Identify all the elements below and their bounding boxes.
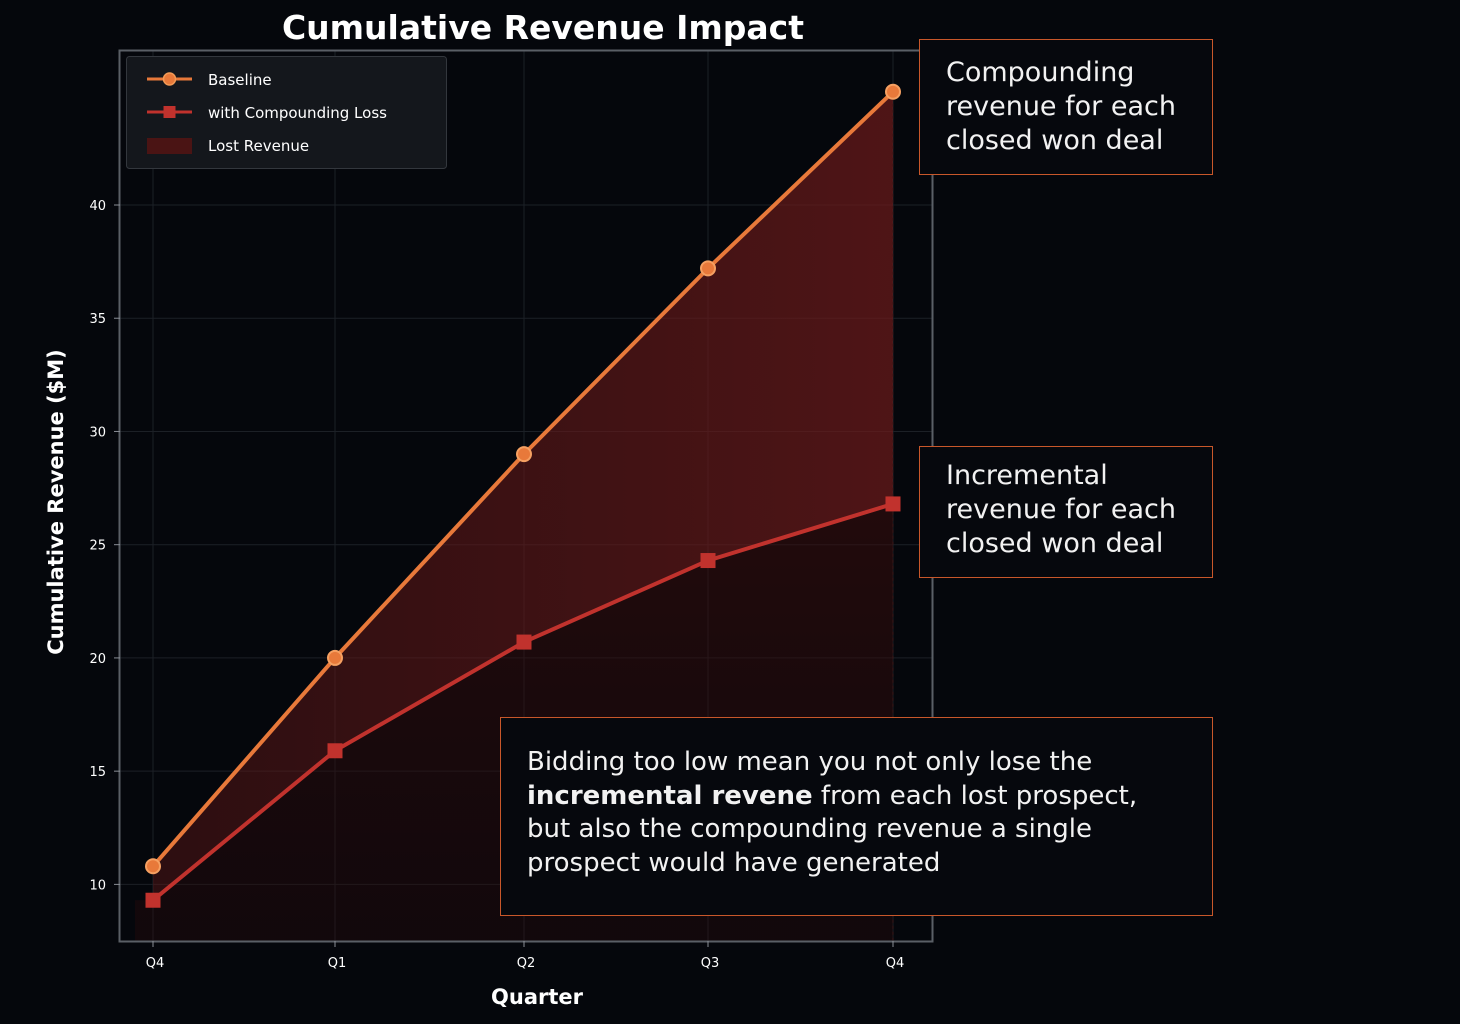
- x-tick-label: Q3: [701, 956, 720, 971]
- compounding-loss-point: [327, 743, 343, 759]
- baseline-point: [327, 649, 343, 666]
- baseline-point: [516, 446, 532, 463]
- series-layer: [145, 83, 901, 908]
- callout-bidding-text-pre: Bidding too low mean you not only lose t…: [527, 747, 1093, 777]
- y-axis-label: Cumulative Revenue ($M): [44, 349, 68, 655]
- baseline-point: [145, 858, 161, 875]
- legend-lost-swatch: [147, 138, 192, 154]
- lost-revenue-area: [153, 91, 893, 901]
- y-tick-label: 30: [89, 425, 106, 440]
- legend-loss-label: with Compounding Loss: [208, 104, 387, 122]
- callout-bidding-text-post: from each lost prospect, but also the co…: [527, 780, 1138, 878]
- callout-bidding: Bidding too low mean you not only lose t…: [500, 717, 1213, 916]
- x-tick-label: Q4: [886, 956, 905, 971]
- callout-compounding: Compounding revenue for each closed won …: [919, 39, 1213, 175]
- callout-bidding-text-bold: incremental revene: [527, 780, 813, 811]
- legend-loss-marker: [163, 106, 176, 118]
- legend: Baseline with Compounding Loss Lost Reve…: [126, 56, 447, 169]
- y-tick-label: 40: [89, 199, 106, 214]
- compounding-loss-point: [700, 553, 716, 569]
- legend-box: [126, 56, 447, 169]
- compounding-loss-point: [516, 634, 532, 650]
- legend-lost-label: Lost Revenue: [208, 137, 309, 155]
- chart-title: Cumulative Revenue Impact: [282, 8, 804, 47]
- x-tick-label: Q4: [146, 956, 165, 971]
- legend-baseline-label: Baseline: [208, 71, 272, 89]
- y-tick-label: 35: [89, 312, 106, 327]
- baseline-point: [700, 260, 716, 277]
- compounding-loss-point: [885, 496, 901, 512]
- baseline-point: [885, 83, 901, 100]
- callout-incremental-text: Incremental revenue for each closed won …: [946, 460, 1176, 559]
- legend-baseline-marker: [162, 72, 177, 86]
- compounding-loss-point: [145, 892, 161, 908]
- x-axis: Q4 Q1 Q2 Q3 Q4: [146, 941, 905, 971]
- x-axis-label: Quarter: [491, 985, 584, 1009]
- y-tick-label: 15: [89, 765, 106, 780]
- x-tick-label: Q2: [517, 956, 536, 971]
- callout-incremental: Incremental revenue for each closed won …: [919, 446, 1213, 578]
- callout-compounding-text: Compounding revenue for each closed won …: [946, 57, 1176, 156]
- y-tick-label: 20: [89, 652, 106, 667]
- y-tick-label: 10: [89, 878, 106, 893]
- y-tick-label: 25: [89, 539, 106, 554]
- y-axis: 10 15 20 25 30 35 40: [89, 199, 120, 893]
- x-tick-label: Q1: [328, 956, 347, 971]
